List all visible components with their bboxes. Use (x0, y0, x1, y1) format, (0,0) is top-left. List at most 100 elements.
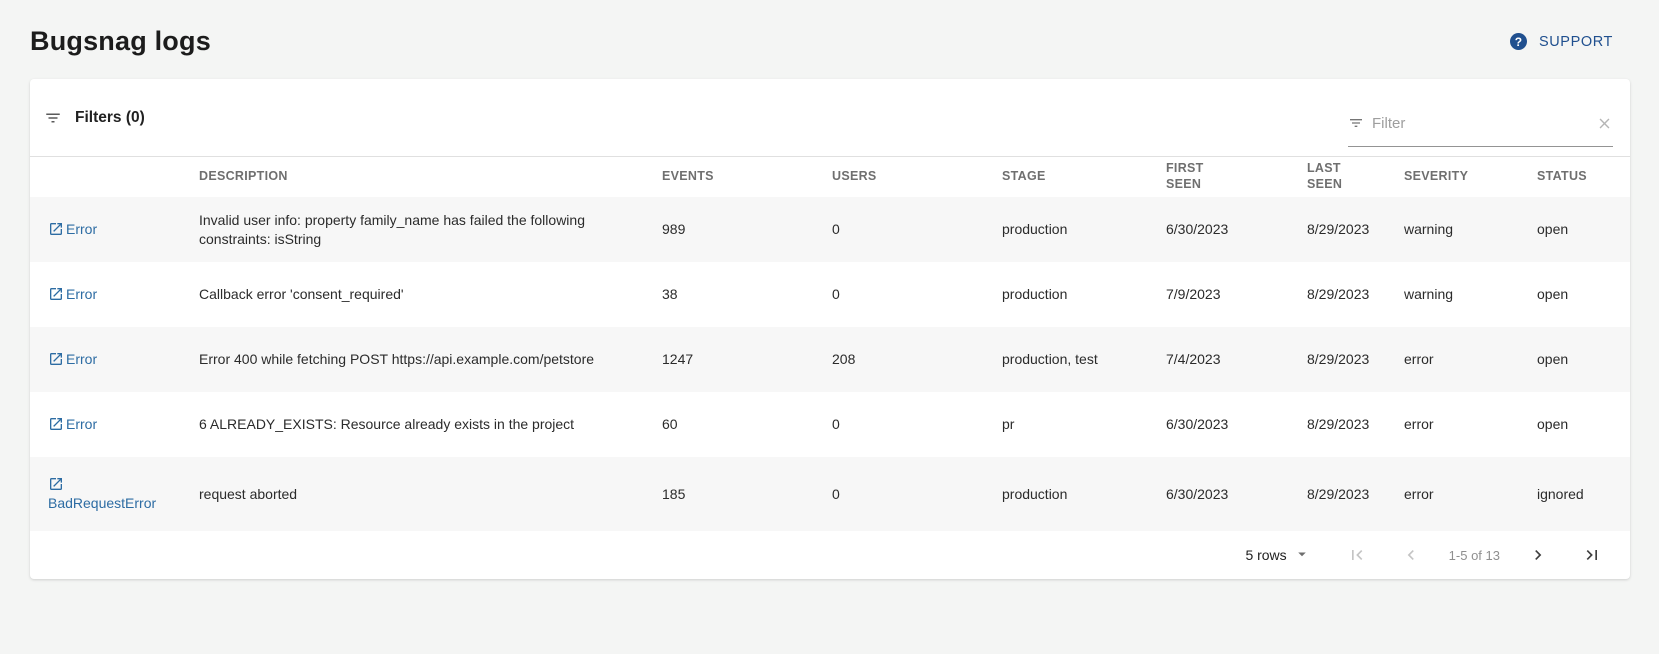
error-link[interactable]: Error (48, 416, 97, 432)
pagination: 5 rows 1-5 of 13 (30, 531, 1630, 579)
header-status: STATUS (1537, 169, 1587, 184)
first-seen-cell: 6/30/2023 (1166, 221, 1229, 238)
header-first-seen: FIRST SEEN (1166, 161, 1204, 191)
description-cell: Callback error 'consent_required' (199, 286, 404, 303)
filters-label: Filters (0) (75, 108, 145, 126)
page-range-label: 1-5 of 13 (1448, 547, 1500, 563)
header-link (30, 157, 199, 197)
header-severity: SEVERITY (1404, 169, 1469, 184)
next-page-button[interactable] (1524, 541, 1552, 569)
last-seen-cell: 8/29/2023 (1307, 485, 1370, 502)
first-page-button[interactable] (1343, 541, 1371, 569)
users-cell: 0 (832, 286, 840, 303)
filter-field (1348, 107, 1613, 147)
description-cell: Invalid user info: property family_name … (199, 211, 585, 247)
description-cell: 6 ALREADY_EXISTS: Resource already exist… (199, 416, 575, 433)
events-cell: 1247 (662, 351, 694, 368)
status-cell: open (1537, 351, 1569, 368)
last-page-icon (1582, 550, 1602, 568)
status-cell: open (1537, 221, 1569, 238)
page-title: Bugsnag logs (30, 26, 211, 56)
error-link[interactable]: Error (48, 351, 97, 367)
error-link-label: BadRequestError (48, 495, 157, 511)
table-row: Error 6 ALREADY_EXISTS: Resource already… (30, 392, 1630, 457)
users-cell: 0 (832, 416, 840, 433)
severity-cell: error (1404, 351, 1434, 368)
stage-cell: production (1002, 221, 1068, 238)
error-link[interactable]: Error (48, 286, 97, 302)
support-link[interactable]: ? SUPPORT (1509, 33, 1613, 50)
filters-toggle[interactable]: Filters (0) (44, 109, 145, 127)
users-cell: 0 (832, 221, 840, 238)
last-seen-cell: 8/29/2023 (1307, 416, 1370, 433)
open-in-new-icon (48, 416, 64, 432)
table-row: BadRequestError request aborted 185 0 pr… (30, 457, 1630, 531)
open-in-new-icon (48, 221, 64, 237)
first-seen-cell: 6/30/2023 (1166, 485, 1229, 502)
last-seen-cell: 8/29/2023 (1307, 221, 1370, 238)
header-events: EVENTS (662, 169, 714, 184)
events-cell: 60 (662, 416, 678, 433)
error-link-label: Error (66, 221, 98, 238)
header-description: DESCRIPTION (199, 169, 288, 184)
rows-per-page-select[interactable]: 5 rows (1245, 545, 1310, 566)
stage-cell: production, test (1002, 351, 1098, 368)
first-page-icon (1347, 550, 1367, 568)
users-cell: 0 (832, 485, 840, 502)
support-label: SUPPORT (1538, 33, 1613, 50)
prev-page-button[interactable] (1397, 541, 1425, 569)
severity-cell: error (1404, 485, 1434, 502)
clear-filter-button[interactable] (1596, 115, 1613, 132)
close-icon (1596, 118, 1613, 135)
filters-toolbar: Filters (0) (30, 79, 1630, 157)
description-cell: Error 400 while fetching POST https://ap… (199, 351, 595, 368)
table-row: Error Error 400 while fetching POST http… (30, 327, 1630, 392)
filter-input[interactable] (1372, 114, 1596, 132)
chevron-left-icon (1401, 550, 1421, 568)
error-link-label: Error (66, 286, 98, 303)
error-link-label: Error (66, 351, 98, 368)
severity-cell: warning (1404, 286, 1454, 303)
events-cell: 38 (662, 286, 678, 303)
first-seen-cell: 7/9/2023 (1166, 286, 1221, 303)
header-users: USERS (832, 169, 877, 184)
table-header-row: DESCRIPTION EVENTS USERS STAGE FIRST SEE… (30, 157, 1630, 197)
topbar: Bugsnag logs ? SUPPORT (0, 0, 1659, 75)
header-stage: STAGE (1002, 169, 1046, 184)
help-icon: ? (1509, 33, 1527, 50)
error-link-label: Error (66, 416, 98, 433)
filter-list-icon (44, 109, 62, 127)
last-seen-cell: 8/29/2023 (1307, 286, 1370, 303)
users-cell: 208 (832, 351, 856, 368)
table-row: Error Invalid user info: property family… (30, 197, 1630, 262)
error-link[interactable]: Error (48, 221, 97, 237)
logs-table: DESCRIPTION EVENTS USERS STAGE FIRST SEE… (30, 157, 1630, 531)
events-cell: 185 (662, 485, 686, 502)
first-seen-cell: 6/30/2023 (1166, 416, 1229, 433)
status-cell: ignored (1537, 485, 1584, 502)
rows-per-page-label: 5 rows (1245, 547, 1287, 563)
events-cell: 989 (662, 221, 686, 238)
severity-cell: error (1404, 416, 1434, 433)
stage-cell: production (1002, 286, 1068, 303)
open-in-new-icon (48, 351, 64, 367)
severity-cell: warning (1404, 221, 1454, 238)
table-row: Error Callback error 'consent_required' … (30, 262, 1630, 327)
header-last-seen: LAST SEEN (1307, 161, 1343, 191)
stage-cell: pr (1002, 416, 1015, 433)
dropdown-caret-icon (1293, 545, 1311, 566)
error-link[interactable]: BadRequestError (48, 476, 156, 511)
stage-cell: production (1002, 485, 1068, 502)
description-cell: request aborted (199, 485, 298, 502)
chevron-right-icon (1528, 550, 1548, 568)
status-cell: open (1537, 416, 1569, 433)
logs-card: Filters (0) (30, 79, 1630, 579)
status-cell: open (1537, 286, 1569, 303)
first-seen-cell: 7/4/2023 (1166, 351, 1221, 368)
last-seen-cell: 8/29/2023 (1307, 351, 1370, 368)
open-in-new-icon (48, 286, 64, 302)
open-in-new-icon (48, 476, 64, 492)
filter-input-icon (1348, 115, 1364, 131)
last-page-button[interactable] (1578, 541, 1606, 569)
